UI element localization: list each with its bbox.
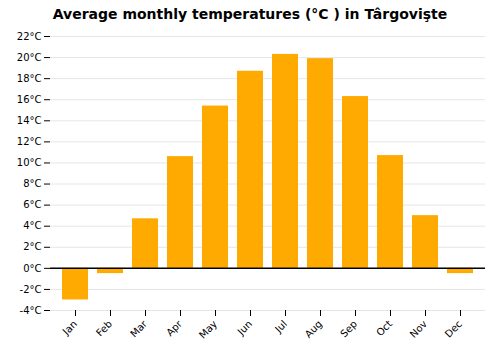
- svg-text:Jul: Jul: [272, 318, 289, 335]
- svg-text:18°C: 18°C: [17, 73, 42, 84]
- svg-text:Oct: Oct: [374, 318, 394, 338]
- svg-text:Nov: Nov: [408, 318, 430, 340]
- svg-text:8°C: 8°C: [23, 178, 41, 189]
- svg-text:22°C: 22°C: [17, 31, 42, 42]
- svg-text:14°C: 14°C: [17, 115, 42, 126]
- svg-text:4°C: 4°C: [23, 220, 41, 231]
- svg-text:Jan: Jan: [60, 318, 79, 337]
- svg-text:6°C: 6°C: [23, 199, 41, 210]
- svg-text:Feb: Feb: [94, 318, 114, 338]
- svg-text:May: May: [197, 318, 219, 340]
- svg-text:-2°C: -2°C: [20, 284, 42, 295]
- svg-text:16°C: 16°C: [17, 94, 42, 105]
- svg-text:-4°C: -4°C: [20, 305, 42, 316]
- svg-text:12°C: 12°C: [17, 136, 42, 147]
- svg-text:2°C: 2°C: [23, 241, 41, 252]
- svg-text:Apr: Apr: [164, 318, 185, 339]
- svg-text:Sep: Sep: [338, 318, 359, 339]
- svg-text:Jun: Jun: [235, 318, 255, 338]
- svg-text:20°C: 20°C: [17, 52, 42, 63]
- svg-text:Dec: Dec: [443, 318, 464, 339]
- svg-text:Mar: Mar: [128, 318, 150, 340]
- svg-text:Aug: Aug: [303, 318, 325, 340]
- svg-text:10°C: 10°C: [17, 157, 42, 168]
- svg-text:0°C: 0°C: [23, 263, 41, 274]
- html-text:Average monthly temperatures (: Average monthly temperatures (°C ) in Tâ…: [52, 6, 448, 22]
